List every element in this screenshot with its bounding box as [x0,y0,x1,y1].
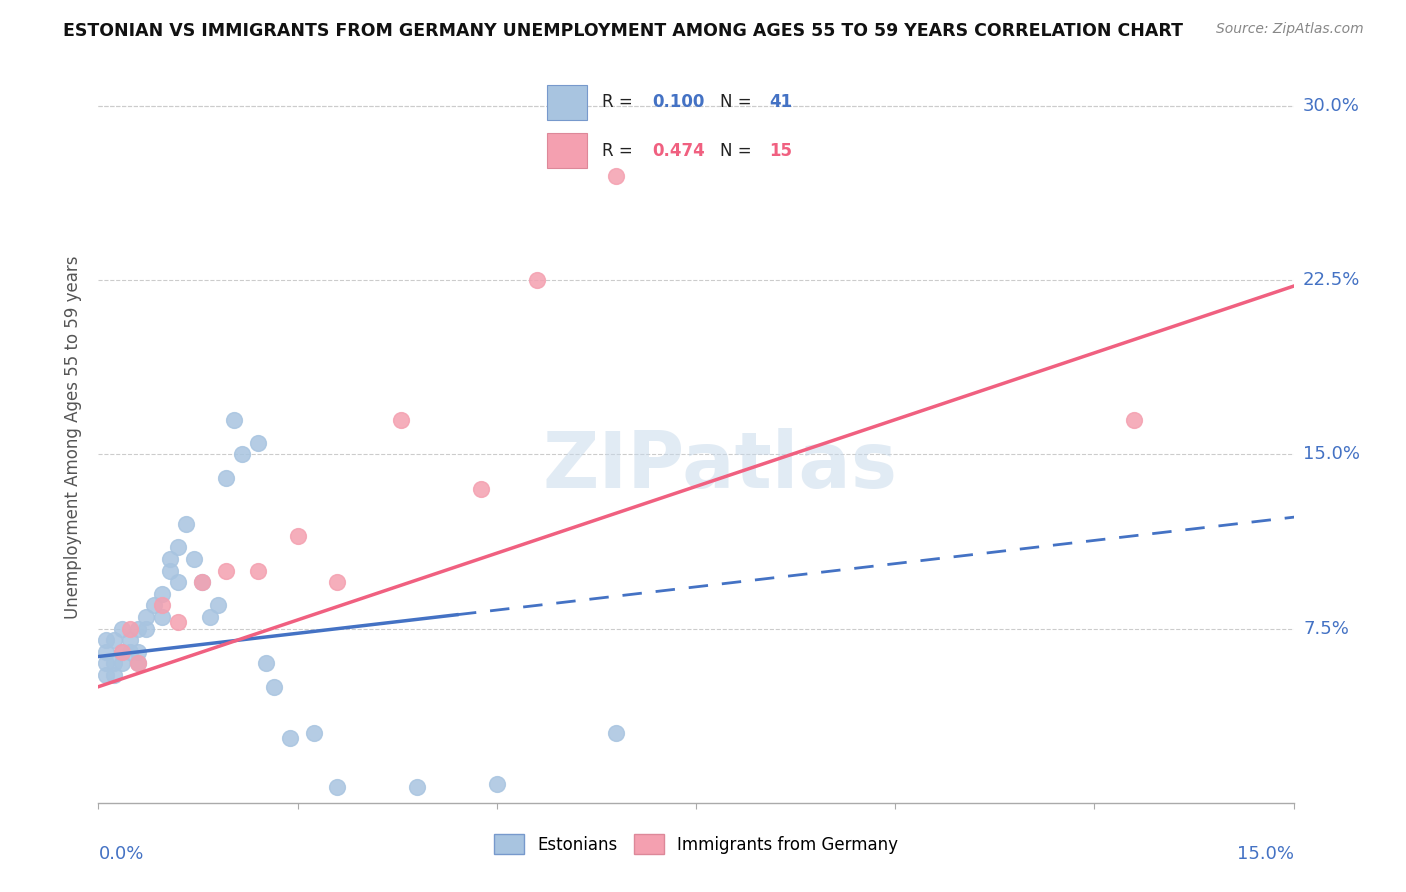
Y-axis label: Unemployment Among Ages 55 to 59 years: Unemployment Among Ages 55 to 59 years [65,255,83,619]
Point [222,412,245,426]
Text: 0.474: 0.474 [652,142,704,160]
Point [263,680,285,694]
Point [605,726,627,740]
Point [96,633,118,648]
Point [191,575,214,590]
Point [326,780,349,794]
Text: 7.5%: 7.5% [1303,620,1348,638]
Text: R =: R = [602,142,638,160]
Text: 30.0%: 30.0% [1303,97,1360,115]
Text: ESTONIAN VS IMMIGRANTS FROM GERMANY UNEMPLOYMENT AMONG AGES 55 TO 59 YEARS CORRE: ESTONIAN VS IMMIGRANTS FROM GERMANY UNEM… [63,22,1184,40]
Point [96,668,118,682]
Point [470,483,492,497]
Text: 15.0%: 15.0% [1236,845,1294,863]
Point [150,599,173,613]
Point [150,587,173,601]
Point [167,615,190,629]
Text: N =: N = [720,94,756,112]
Text: ZIPatlas: ZIPatlas [543,428,897,504]
Point [111,645,134,659]
Text: 15: 15 [769,142,793,160]
Point [183,552,205,566]
Point [207,599,229,613]
Point [287,529,309,543]
Point [215,564,238,578]
Point [103,668,125,682]
Point [127,645,149,659]
Point [174,517,197,532]
Point [111,645,134,659]
Point [143,599,166,613]
Point [111,657,134,671]
Text: 0.100: 0.100 [652,94,704,112]
Point [111,622,134,636]
Point [159,564,181,578]
Point [389,412,412,426]
Text: R =: R = [602,94,638,112]
Point [191,575,214,590]
Point [120,645,142,659]
Point [127,622,149,636]
Point [215,471,238,485]
Point [103,657,125,671]
FancyBboxPatch shape [547,86,586,120]
Point [246,436,269,450]
Point [120,622,142,636]
Text: 15.0%: 15.0% [1303,445,1360,464]
Point [485,777,508,791]
Point [167,541,190,555]
Point [605,169,627,183]
Point [1123,412,1146,426]
Legend: Estonians, Immigrants from Germany: Estonians, Immigrants from Germany [486,828,905,860]
Point [159,552,181,566]
Point [167,575,190,590]
Point [254,657,277,671]
Point [526,273,548,287]
Point [96,657,118,671]
Text: Source: ZipAtlas.com: Source: ZipAtlas.com [1216,22,1364,37]
Point [326,575,349,590]
Point [103,633,125,648]
Point [246,564,269,578]
Point [96,645,118,659]
Point [198,610,221,624]
Point [150,610,173,624]
Point [120,633,142,648]
Point [231,448,253,462]
Text: 22.5%: 22.5% [1303,271,1361,289]
Point [406,780,429,794]
Text: N =: N = [720,142,756,160]
Point [135,610,157,624]
Point [302,726,325,740]
Point [127,657,149,671]
Text: 0.0%: 0.0% [98,845,143,863]
Point [127,657,149,671]
Text: 41: 41 [769,94,793,112]
Point [135,622,157,636]
Point [278,731,301,745]
FancyBboxPatch shape [547,134,586,168]
